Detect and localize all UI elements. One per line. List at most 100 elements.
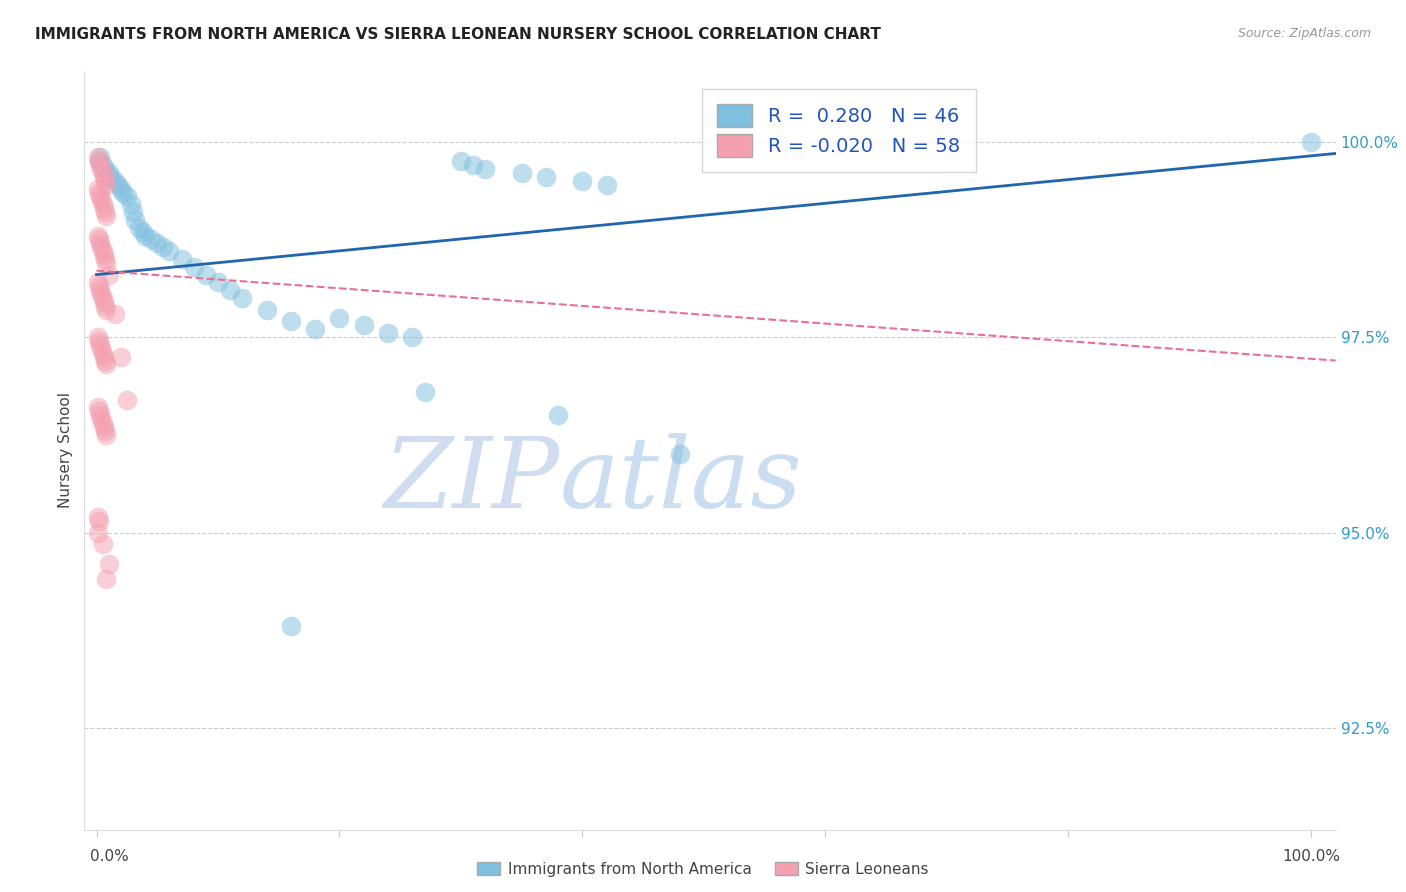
Point bbox=[87, 228, 110, 243]
Point bbox=[89, 189, 111, 203]
Point bbox=[97, 268, 120, 282]
Point bbox=[94, 205, 117, 219]
Point bbox=[97, 557, 120, 571]
Point bbox=[280, 619, 302, 633]
Point bbox=[534, 169, 557, 184]
Point bbox=[94, 162, 117, 177]
Point bbox=[91, 291, 114, 305]
Point bbox=[87, 150, 110, 164]
Point bbox=[100, 169, 122, 184]
Point bbox=[96, 573, 118, 587]
Point bbox=[87, 334, 110, 348]
Point bbox=[304, 322, 326, 336]
Point bbox=[91, 158, 114, 172]
Point bbox=[110, 350, 132, 364]
Point bbox=[96, 256, 118, 270]
Point bbox=[104, 174, 127, 188]
Point bbox=[596, 178, 619, 192]
Point bbox=[377, 326, 399, 341]
Point bbox=[413, 384, 436, 399]
Point bbox=[91, 244, 114, 259]
Point bbox=[280, 314, 302, 328]
Point bbox=[96, 178, 118, 192]
Point bbox=[170, 252, 193, 266]
Point bbox=[93, 350, 115, 364]
Point bbox=[97, 166, 120, 180]
Point bbox=[328, 310, 350, 325]
Point bbox=[93, 201, 115, 215]
Point bbox=[450, 154, 472, 169]
Text: ZIP: ZIP bbox=[384, 434, 560, 528]
Point bbox=[107, 178, 129, 192]
Text: IMMIGRANTS FROM NORTH AMERICA VS SIERRA LEONEAN NURSERY SCHOOL CORRELATION CHART: IMMIGRANTS FROM NORTH AMERICA VS SIERRA … bbox=[35, 27, 882, 42]
Point bbox=[87, 404, 110, 418]
Point bbox=[87, 186, 110, 200]
Point bbox=[87, 154, 110, 169]
Point bbox=[463, 158, 485, 172]
Point bbox=[131, 225, 153, 239]
Point bbox=[122, 205, 145, 219]
Point bbox=[91, 345, 114, 359]
Text: 0.0%: 0.0% bbox=[90, 849, 129, 864]
Point bbox=[87, 154, 110, 169]
Point bbox=[146, 236, 169, 251]
Point bbox=[115, 392, 138, 407]
Point bbox=[89, 236, 111, 251]
Point bbox=[96, 427, 118, 442]
Point bbox=[87, 401, 110, 415]
Point bbox=[87, 330, 110, 344]
Point bbox=[110, 181, 132, 195]
Text: Source: ZipAtlas.com: Source: ZipAtlas.com bbox=[1237, 27, 1371, 40]
Point bbox=[90, 240, 112, 254]
Point bbox=[94, 424, 117, 438]
Point bbox=[90, 194, 112, 208]
Point bbox=[94, 252, 117, 266]
Point bbox=[474, 162, 496, 177]
Point bbox=[96, 302, 118, 317]
Point bbox=[89, 338, 111, 352]
Point bbox=[112, 186, 135, 200]
Legend: Immigrants from North America, Sierra Leoneans: Immigrants from North America, Sierra Le… bbox=[470, 854, 936, 884]
Point bbox=[90, 287, 112, 301]
Point bbox=[90, 412, 112, 426]
Point bbox=[219, 283, 242, 297]
Point bbox=[194, 268, 217, 282]
Point bbox=[510, 166, 533, 180]
Point bbox=[89, 150, 111, 164]
Y-axis label: Nursery School: Nursery School bbox=[58, 392, 73, 508]
Point bbox=[207, 276, 229, 290]
Point bbox=[96, 358, 118, 372]
Point bbox=[152, 240, 174, 254]
Point bbox=[93, 169, 115, 184]
Point bbox=[668, 447, 690, 461]
Point bbox=[256, 302, 278, 317]
Point bbox=[90, 162, 112, 177]
Point bbox=[94, 299, 117, 313]
Point bbox=[157, 244, 180, 259]
Point bbox=[96, 209, 118, 223]
Point bbox=[87, 279, 110, 293]
Point bbox=[90, 342, 112, 356]
Point bbox=[91, 166, 114, 180]
Point bbox=[120, 197, 142, 211]
Point bbox=[104, 307, 127, 321]
Point bbox=[141, 232, 163, 246]
Point bbox=[571, 174, 593, 188]
Point bbox=[87, 181, 110, 195]
Text: atlas: atlas bbox=[560, 434, 803, 528]
Text: 100.0%: 100.0% bbox=[1282, 849, 1340, 864]
Point bbox=[93, 248, 115, 262]
Point bbox=[115, 189, 138, 203]
Point bbox=[547, 409, 569, 423]
Point bbox=[124, 212, 146, 227]
Point bbox=[401, 330, 423, 344]
Point bbox=[87, 509, 110, 524]
Point bbox=[94, 353, 117, 368]
Point bbox=[93, 420, 115, 434]
Point bbox=[89, 158, 111, 172]
Point bbox=[231, 291, 253, 305]
Point bbox=[91, 416, 114, 430]
Point bbox=[87, 514, 110, 528]
Point bbox=[353, 318, 375, 333]
Point bbox=[94, 174, 117, 188]
